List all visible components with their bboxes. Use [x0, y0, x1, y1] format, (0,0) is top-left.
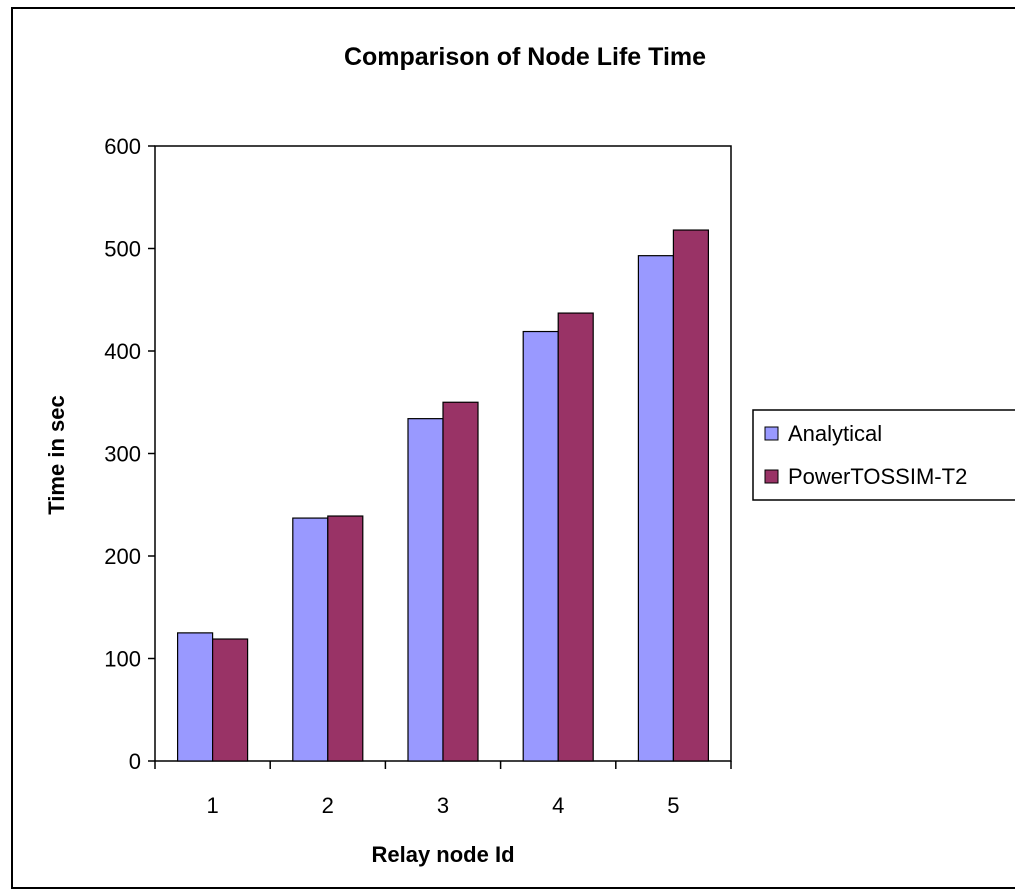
- legend: Analytical PowerTOSSIM-T2: [752, 409, 1015, 501]
- legend-label-powertossim-t2: PowerTOSSIM-T2: [788, 464, 967, 489]
- bar-analytical-5: [637, 255, 675, 762]
- x-tick-label: 1: [206, 793, 218, 818]
- bar-analytical-2: [292, 517, 329, 762]
- y-tick-label: 600: [104, 134, 141, 159]
- y-axis-label: Time in sec: [44, 395, 69, 514]
- x-tick-label: 2: [322, 793, 334, 818]
- y-tick-label: 500: [104, 237, 141, 262]
- y-tick-label: 100: [104, 647, 141, 672]
- legend-label-analytical: Analytical: [788, 421, 882, 446]
- legend-box: [752, 409, 1015, 501]
- y-tick-label: 0: [129, 749, 141, 774]
- bar-powertossim-t2-1: [212, 638, 249, 762]
- x-tick-label: 5: [667, 793, 679, 818]
- bar-powertossim-t2-5: [672, 229, 710, 762]
- x-tick-label: 4: [552, 793, 564, 818]
- bar-analytical-1: [177, 632, 214, 762]
- x-axis-label: Relay node Id: [371, 842, 514, 867]
- x-axis: 1 2 3 4 5: [154, 761, 732, 818]
- bar-analytical-4: [522, 330, 559, 762]
- bar-powertossim-t2-3: [442, 401, 479, 762]
- y-tick-label: 400: [104, 339, 141, 364]
- y-tick-label: 300: [104, 442, 141, 467]
- bars-layer: [177, 229, 710, 762]
- y-tick-label: 200: [104, 544, 141, 569]
- chart-title: Comparison of Node Life Time: [344, 43, 706, 71]
- legend-swatch-powertossim-t2: [764, 469, 779, 484]
- bar-powertossim-t2-2: [327, 515, 364, 762]
- bar-analytical-3: [407, 418, 444, 762]
- y-axis: 0 100 200 300 400 500 600: [104, 134, 155, 774]
- legend-swatch-analytical: [764, 426, 779, 441]
- bar-powertossim-t2-4: [557, 312, 594, 762]
- x-tick-label: 3: [437, 793, 449, 818]
